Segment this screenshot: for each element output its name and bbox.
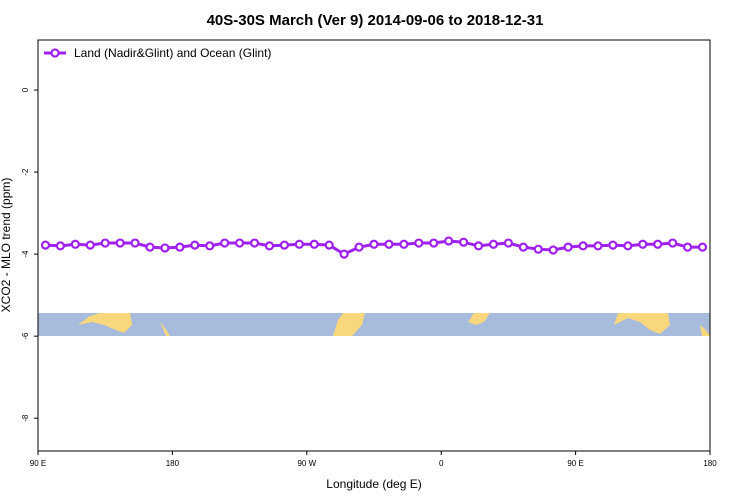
data-point	[429, 238, 439, 248]
data-point	[115, 238, 125, 248]
data-point	[459, 237, 469, 247]
x-tick-label: 0	[439, 459, 444, 468]
data-point	[235, 238, 245, 248]
data-point	[339, 249, 349, 259]
data-point	[503, 238, 513, 248]
map-strip	[38, 313, 710, 336]
data-point	[369, 239, 379, 249]
data-point	[85, 240, 95, 250]
data-point	[653, 239, 663, 249]
x-axis-label: Longitude (deg E)	[326, 477, 421, 491]
data-point	[264, 241, 275, 251]
data-point	[399, 239, 409, 249]
data-point	[249, 238, 260, 248]
data-point	[130, 238, 140, 248]
legend-label: Land (Nadir&Glint) and Ocean (Glint)	[74, 46, 271, 60]
chart-title: 40S-30S March (Ver 9) 2014-09-06 to 2018…	[207, 12, 544, 29]
plot-frame	[37, 39, 711, 452]
data-point	[175, 242, 185, 252]
data-point	[444, 236, 454, 246]
y-tick-label: -4	[21, 250, 30, 258]
data-point	[190, 240, 200, 250]
data-point	[668, 238, 678, 248]
x-tick-label: 180	[703, 459, 717, 468]
data-point	[578, 241, 588, 251]
data-point	[354, 242, 364, 252]
data-point	[279, 240, 289, 250]
data-point	[294, 239, 304, 249]
data-point	[473, 241, 484, 251]
data-point	[548, 245, 558, 255]
data-point	[697, 242, 708, 252]
data-point	[160, 243, 170, 253]
data-point	[638, 239, 648, 249]
y-tick-label: -8	[21, 414, 30, 422]
legend-marker	[50, 48, 60, 58]
data-point	[100, 238, 110, 248]
data-point	[205, 241, 215, 251]
data-point	[145, 242, 155, 252]
x-tick-label: 90 W	[297, 459, 316, 468]
data-point	[70, 239, 80, 249]
x-tick-label: 90 E	[30, 459, 46, 468]
data-point	[40, 240, 51, 250]
data-point	[55, 241, 66, 251]
data-point	[563, 242, 573, 252]
data-point	[309, 239, 319, 249]
data-point	[682, 242, 693, 252]
data-point	[324, 240, 334, 250]
data-point	[533, 244, 543, 254]
y-axis-label: XCO2 - MLO trend (ppm)	[0, 178, 13, 313]
y-tick-label: -2	[21, 168, 30, 176]
data-point	[488, 239, 499, 249]
data-point	[518, 242, 528, 252]
data-point	[220, 238, 230, 248]
data-point	[608, 240, 618, 250]
data-point	[414, 238, 424, 248]
x-tick-label: 180	[166, 459, 180, 468]
data-point	[593, 241, 603, 251]
x-tick-label: 90 E	[567, 459, 583, 468]
y-tick-label: -6	[21, 332, 30, 340]
y-tick-label: 0	[21, 87, 30, 92]
data-point	[623, 241, 633, 251]
data-point	[384, 239, 394, 249]
